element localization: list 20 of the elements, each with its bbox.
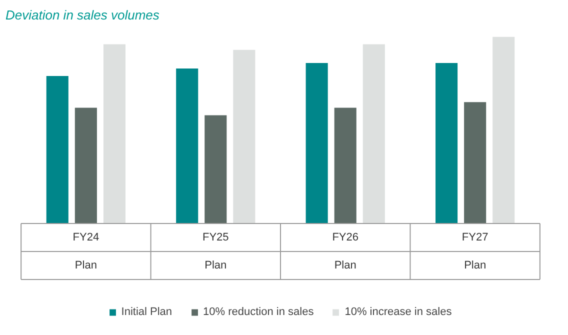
bar [233,50,256,224]
legend-label: 10% reduction in sales [203,306,314,318]
bar [436,62,458,224]
category-label: FY27 Plan [462,231,488,272]
chart-title: Deviation in sales volumes [6,8,160,22]
category-label: FY25 Plan [202,231,229,272]
legend-label: Initial Plan [121,306,172,318]
bar [492,36,515,224]
bar [334,108,356,224]
bar [204,115,227,224]
bar [74,108,97,224]
bar [46,76,68,224]
category-label: FY24 Plan [72,231,100,272]
bar [103,44,126,224]
category-label: FY26 Plan [332,231,359,272]
bar [464,102,486,224]
bar [362,44,385,224]
bar [306,62,328,224]
legend-label: 10% increase in sales [344,306,452,318]
bar [176,68,198,224]
